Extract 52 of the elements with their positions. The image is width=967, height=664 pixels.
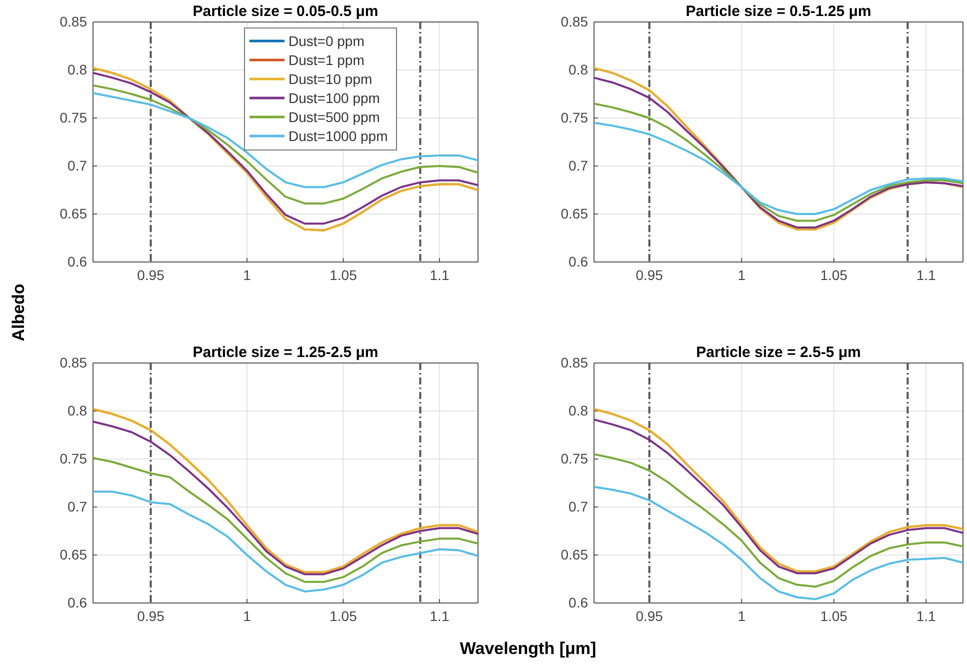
x-tick-label: 1: [243, 608, 252, 624]
y-tick-label: 0.75: [560, 450, 588, 466]
x-tick-label: 1.1: [430, 266, 450, 283]
x-tick-label: 0.95: [636, 608, 664, 624]
x-tick-label: 0.95: [137, 608, 165, 624]
x-tick-label: 0.95: [137, 266, 165, 283]
y-tick-label: 0.85: [60, 354, 88, 370]
y-tick-label: 0.75: [60, 109, 88, 126]
y-axis-title: Albedo: [9, 284, 28, 342]
y-tick-label: 0.8: [68, 61, 88, 78]
y-tick-label: 0.65: [60, 205, 88, 222]
y-tick-label: 0.85: [60, 13, 88, 30]
x-tick-label: 1.1: [916, 266, 936, 283]
legend-label: Dust=100 ppm: [288, 90, 380, 106]
x-tick-label: 1.05: [820, 266, 848, 283]
legend-label: Dust=10 ppm: [288, 71, 372, 87]
x-tick-label: 1: [738, 608, 746, 624]
y-tick-label: 0.65: [560, 546, 588, 562]
x-tick-label: 1.05: [820, 608, 848, 624]
y-tick-label: 0.85: [560, 13, 588, 30]
x-tick-label: 1.1: [430, 608, 450, 624]
y-tick-label: 0.65: [560, 205, 588, 222]
chart-title: Particle size = 0.05-0.5 μm: [192, 3, 378, 20]
y-tick-label: 0.75: [60, 450, 88, 466]
y-tick-label: 0.8: [68, 402, 88, 418]
chart-title: Particle size = 0.5-1.25 μm: [686, 3, 872, 20]
y-tick-label: 0.85: [560, 354, 588, 370]
y-tick-label: 0.7: [68, 498, 88, 514]
legend-label: Dust=500 ppm: [288, 109, 380, 125]
y-tick-label: 0.7: [568, 157, 588, 174]
y-tick-label: 0.8: [568, 402, 588, 418]
x-axis-title: Wavelength [μm]: [460, 639, 596, 658]
y-tick-label: 0.7: [68, 157, 88, 174]
chart-title: Particle size = 1.25-2.5 μm: [192, 344, 378, 361]
x-tick-label: 0.95: [636, 266, 664, 283]
y-tick-label: 0.6: [568, 253, 588, 270]
x-tick-label: 1: [243, 266, 252, 283]
y-tick-label: 0.8: [568, 61, 588, 78]
chart-title: Particle size = 2.5-5 μm: [696, 344, 861, 361]
x-tick-label: 1: [738, 266, 746, 283]
y-tick-label: 0.6: [568, 594, 588, 610]
y-tick-label: 0.6: [68, 253, 88, 270]
y-tick-label: 0.7: [568, 498, 588, 514]
legend-label: Dust=1 ppm: [288, 52, 364, 68]
x-tick-label: 1.05: [330, 608, 358, 624]
legend-label: Dust=0 ppm: [288, 33, 364, 49]
legend-label: Dust=1000 ppm: [288, 128, 388, 144]
y-tick-label: 0.75: [560, 109, 588, 126]
y-tick-label: 0.6: [68, 594, 88, 610]
y-tick-label: 0.65: [60, 546, 88, 562]
x-tick-label: 1.05: [330, 266, 358, 283]
x-tick-label: 1.1: [916, 608, 936, 624]
